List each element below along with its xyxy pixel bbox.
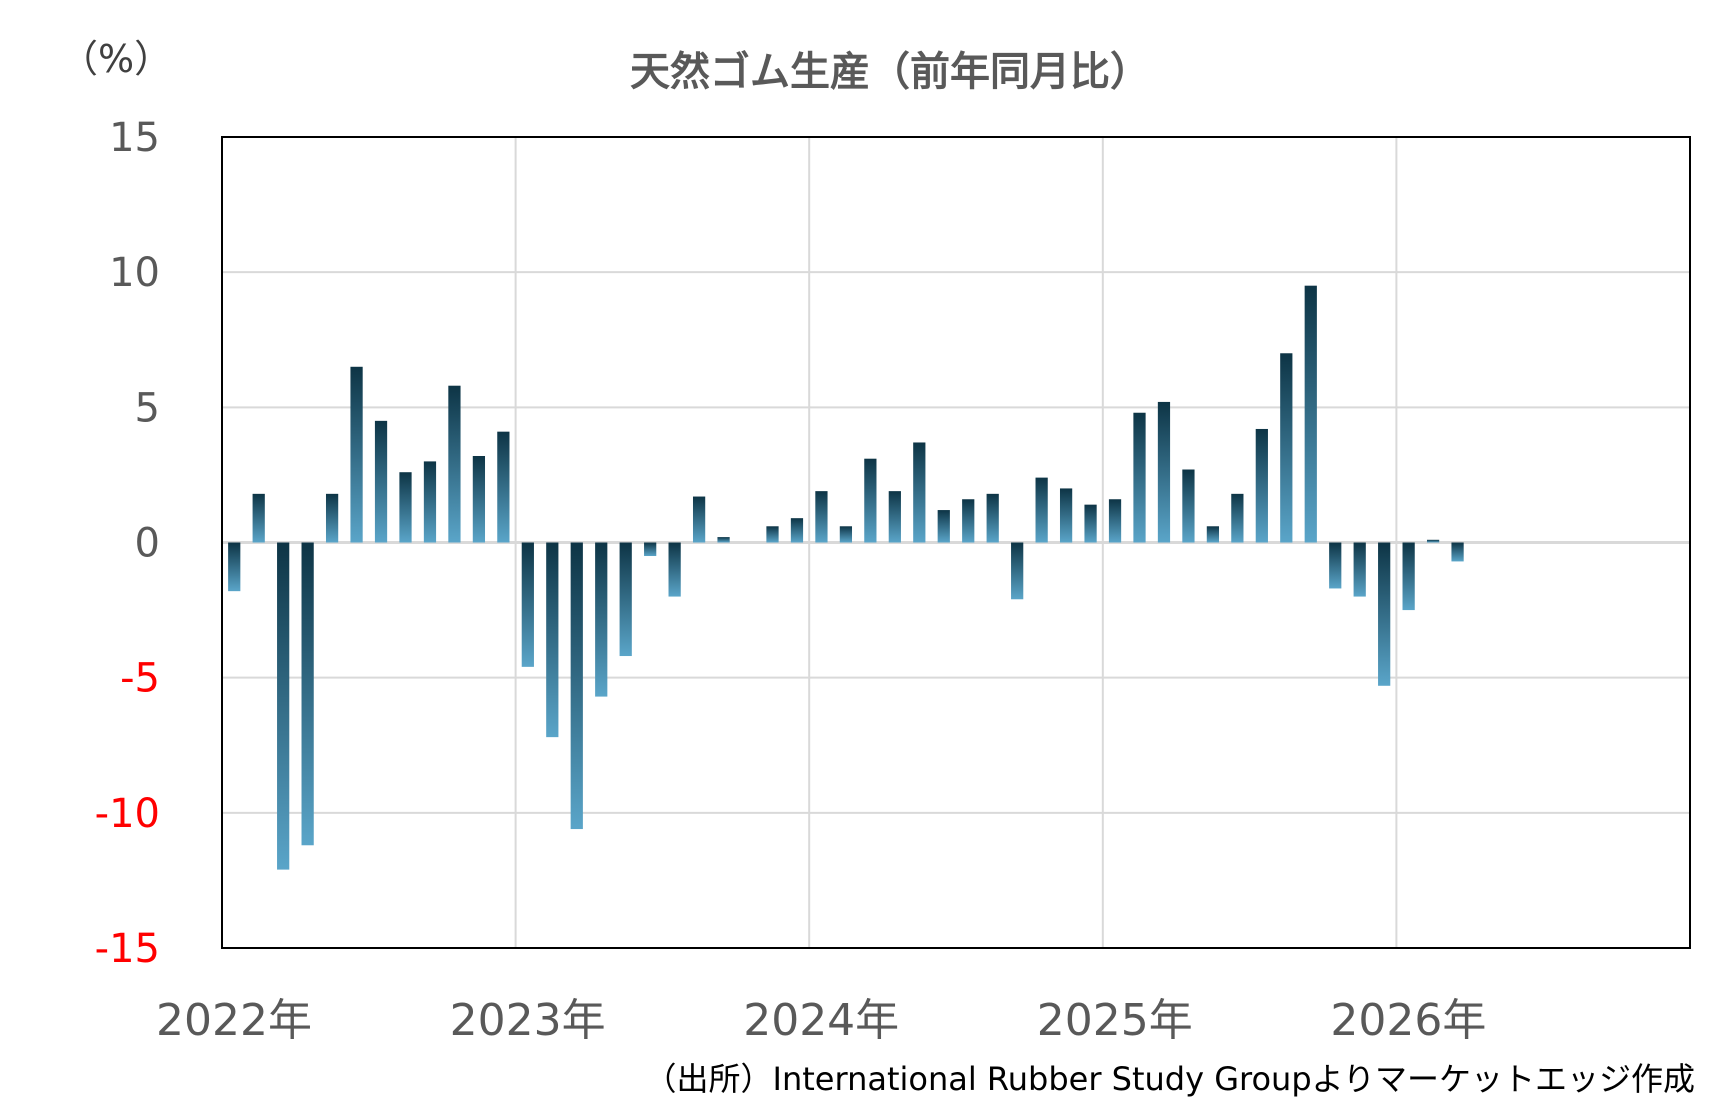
- bar: [497, 431, 510, 543]
- bar: [399, 472, 412, 543]
- x-axis-ticks: 2022年 2023年 2024年 2025年 2026年: [156, 995, 1486, 1046]
- bar: [1133, 412, 1146, 543]
- bar: [692, 496, 706, 543]
- y-tick-label: 5: [135, 385, 160, 431]
- bar: [325, 493, 339, 543]
- bar: [619, 542, 632, 657]
- bar: [374, 420, 388, 543]
- bar: [570, 542, 583, 830]
- gridlines: [222, 136, 1690, 949]
- bar: [1011, 542, 1024, 600]
- bar: [1255, 428, 1268, 543]
- x-tick-label: 2026年: [1330, 995, 1486, 1046]
- bars: [228, 285, 1464, 870]
- bar: [1108, 499, 1122, 543]
- bar: [668, 542, 681, 597]
- bar: [1157, 401, 1171, 543]
- x-tick-label: 2024年: [743, 995, 899, 1046]
- source-note: （出所）International Rubber Study Groupよりマー…: [645, 1060, 1695, 1098]
- unit-label: （%）: [60, 37, 172, 81]
- plot-area-frame: [221, 136, 1691, 949]
- bar: [350, 366, 363, 543]
- x-tick-label: 2023年: [450, 995, 606, 1046]
- bar: [472, 455, 486, 543]
- x-tick-label: 2025年: [1037, 995, 1193, 1046]
- bar: [448, 385, 461, 543]
- x-tick-label: 2022年: [156, 995, 312, 1046]
- y-tick-label: -5: [120, 656, 160, 702]
- bar: [888, 491, 901, 543]
- bar: [301, 542, 314, 846]
- y-tick-label: 15: [109, 115, 160, 161]
- bar: [766, 526, 779, 543]
- bar: [986, 493, 999, 543]
- bar: [1378, 542, 1391, 686]
- bar: [644, 542, 657, 557]
- bar: [864, 458, 877, 543]
- bar: [815, 491, 828, 543]
- bar: [1059, 488, 1073, 543]
- bar: [937, 510, 950, 543]
- bar: [1206, 526, 1220, 543]
- bar: [1182, 469, 1195, 543]
- y-tick-label: -10: [95, 791, 160, 837]
- y-axis-ticks: 15 10 5 0 -5 -10 -15: [95, 115, 160, 972]
- bar: [228, 542, 241, 592]
- bar: [1035, 477, 1048, 543]
- bar: [277, 542, 290, 870]
- bar: [1353, 542, 1366, 597]
- y-tick-label: 10: [109, 250, 160, 296]
- bar: [1231, 493, 1244, 543]
- bar: [1084, 504, 1097, 543]
- bar: [717, 537, 730, 543]
- bar: [1304, 285, 1317, 543]
- bar: [546, 542, 559, 738]
- bar: [423, 461, 437, 543]
- bar: [1426, 539, 1440, 543]
- bar: [913, 442, 926, 543]
- bar: [839, 526, 853, 543]
- bar: [1280, 353, 1293, 543]
- y-tick-label: 0: [135, 521, 160, 567]
- bar: [1402, 542, 1415, 611]
- bar: [790, 518, 804, 543]
- bar: [252, 493, 265, 543]
- bar: [521, 542, 534, 667]
- bar: [962, 499, 975, 543]
- y-tick-label: -15: [95, 926, 160, 972]
- bar: [1329, 542, 1342, 589]
- chart-title: 天然ゴム生産（前年同月比）: [630, 49, 1150, 95]
- bar: [1451, 542, 1464, 562]
- bar: [595, 542, 608, 697]
